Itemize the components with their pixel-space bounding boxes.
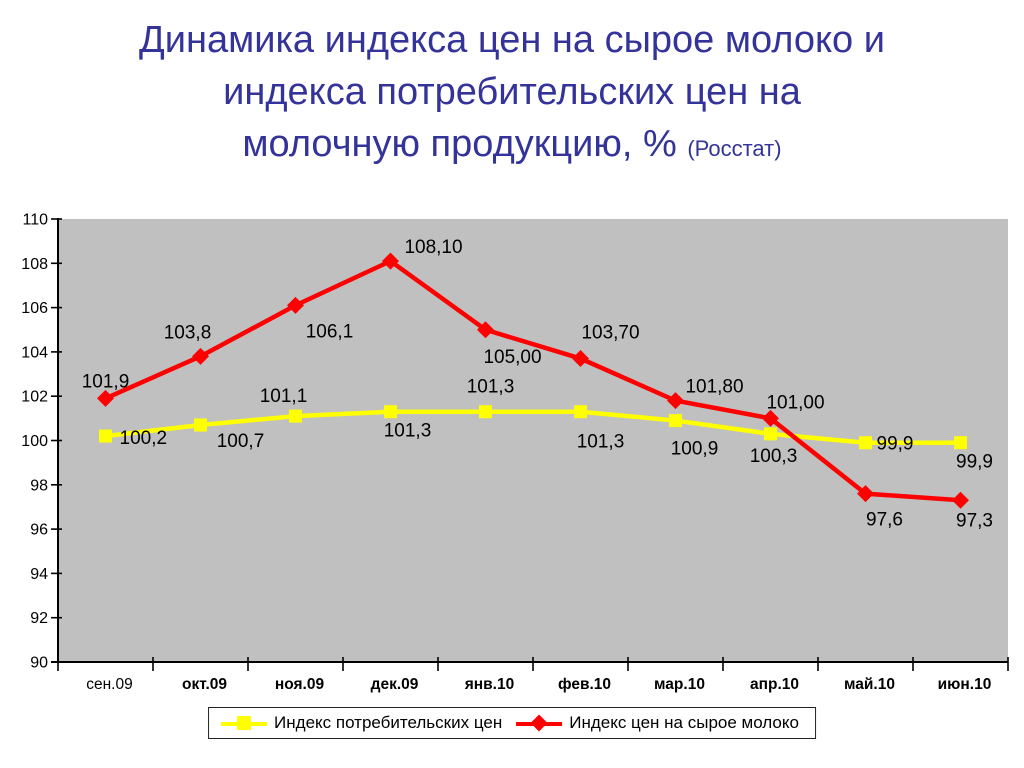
data-label: 101,00: [766, 392, 824, 413]
title-line-3: молочную продукцию, % (Росстат): [242, 123, 782, 165]
data-label: 100,7: [217, 431, 265, 452]
x-tick-label: ноя.09: [275, 676, 325, 693]
y-tick-label: 98: [30, 477, 48, 494]
data-point-square: [384, 405, 397, 419]
data-point-diamond: [952, 491, 969, 509]
x-tick-label: апр.10: [750, 676, 799, 693]
red-diamond-marker-icon: [516, 714, 563, 732]
y-tick-label: 94: [30, 566, 48, 583]
data-point-square: [859, 436, 872, 450]
data-label: 101,3: [577, 432, 625, 453]
y-tick-label: 108: [21, 256, 48, 273]
legend-item-raw-milk-price-index: Индекс цен на сырое молоко: [516, 713, 799, 733]
data-label: 101,9: [82, 371, 130, 392]
data-label: 103,70: [581, 323, 639, 344]
data-label: 99,9: [877, 434, 914, 455]
data-label: 101,3: [467, 377, 515, 398]
x-tick-label: июн.10: [938, 676, 992, 693]
y-tick-label: 100: [21, 433, 48, 450]
data-label: 100,2: [120, 428, 168, 449]
data-point-diamond: [287, 296, 304, 314]
data-point-diamond: [762, 409, 779, 427]
series-line-1: [104, 258, 961, 503]
x-tick-label: мар.10: [654, 676, 705, 693]
title-line-2: индекса потребительских цен на: [223, 71, 801, 113]
page-title: Динамика индекса цен на сырое молоко и и…: [0, 14, 1024, 175]
x-tick-label: май.10: [844, 676, 895, 693]
data-point-diamond: [382, 252, 399, 270]
data-label: 101,1: [260, 386, 308, 407]
data-point-square: [574, 405, 587, 419]
data-point-diamond: [477, 321, 494, 339]
data-label: 100,3: [750, 446, 798, 467]
legend: Индекс потребительских цен Индекс цен на…: [208, 707, 816, 739]
legend-label-consumer-price-index: Индекс потребительских цен: [274, 713, 503, 732]
x-tick-label: янв.10: [465, 676, 514, 693]
data-point-square: [479, 405, 492, 419]
data-point-square: [954, 436, 967, 450]
data-label: 103,8: [164, 322, 212, 343]
data-label: 101,80: [685, 377, 743, 398]
data-label: 100,9: [671, 439, 719, 460]
legend-item-consumer-price-index: Индекс потребительских цен: [221, 713, 502, 733]
data-point-square: [764, 427, 777, 441]
data-point-square: [669, 414, 682, 428]
y-tick-label: 104: [21, 344, 48, 361]
data-point-diamond: [572, 350, 589, 368]
data-point-square: [194, 418, 207, 432]
legend-label-raw-milk-price-index: Индекс цен на сырое молоко: [569, 713, 799, 732]
y-tick-label: 106: [21, 300, 48, 317]
series-line-0: [105, 409, 961, 445]
data-point-square: [99, 429, 112, 443]
data-point-diamond: [97, 389, 114, 407]
x-tick-label: фев.10: [558, 676, 611, 693]
title-line-1: Динамика индекса цен на сырое молоко и: [139, 19, 885, 61]
data-label: 97,3: [956, 510, 993, 531]
y-tick-label: 92: [30, 610, 48, 627]
x-tick-label: дек.09: [371, 676, 419, 693]
y-tick-label: 110: [22, 212, 48, 229]
y-tick-label: 96: [30, 522, 48, 539]
data-point-square: [289, 409, 302, 423]
data-label: 108,10: [404, 237, 462, 258]
yellow-square-marker-icon: [221, 715, 268, 732]
data-label: 101,3: [384, 421, 432, 442]
y-tick-label: 102: [21, 389, 48, 406]
title-source: (Росстат): [687, 136, 782, 161]
data-point-diamond: [667, 392, 684, 410]
data-label: 97,6: [866, 510, 903, 531]
y-tick-label: 90: [30, 655, 48, 672]
x-tick-label: окт.09: [182, 676, 227, 693]
data-label: 99,9: [956, 452, 993, 473]
data-point-diamond: [192, 347, 209, 365]
x-tick-label: сен.09: [86, 676, 132, 693]
data-label: 105,00: [483, 347, 541, 368]
data-point-diamond: [857, 485, 874, 503]
data-label: 106,1: [306, 321, 354, 342]
